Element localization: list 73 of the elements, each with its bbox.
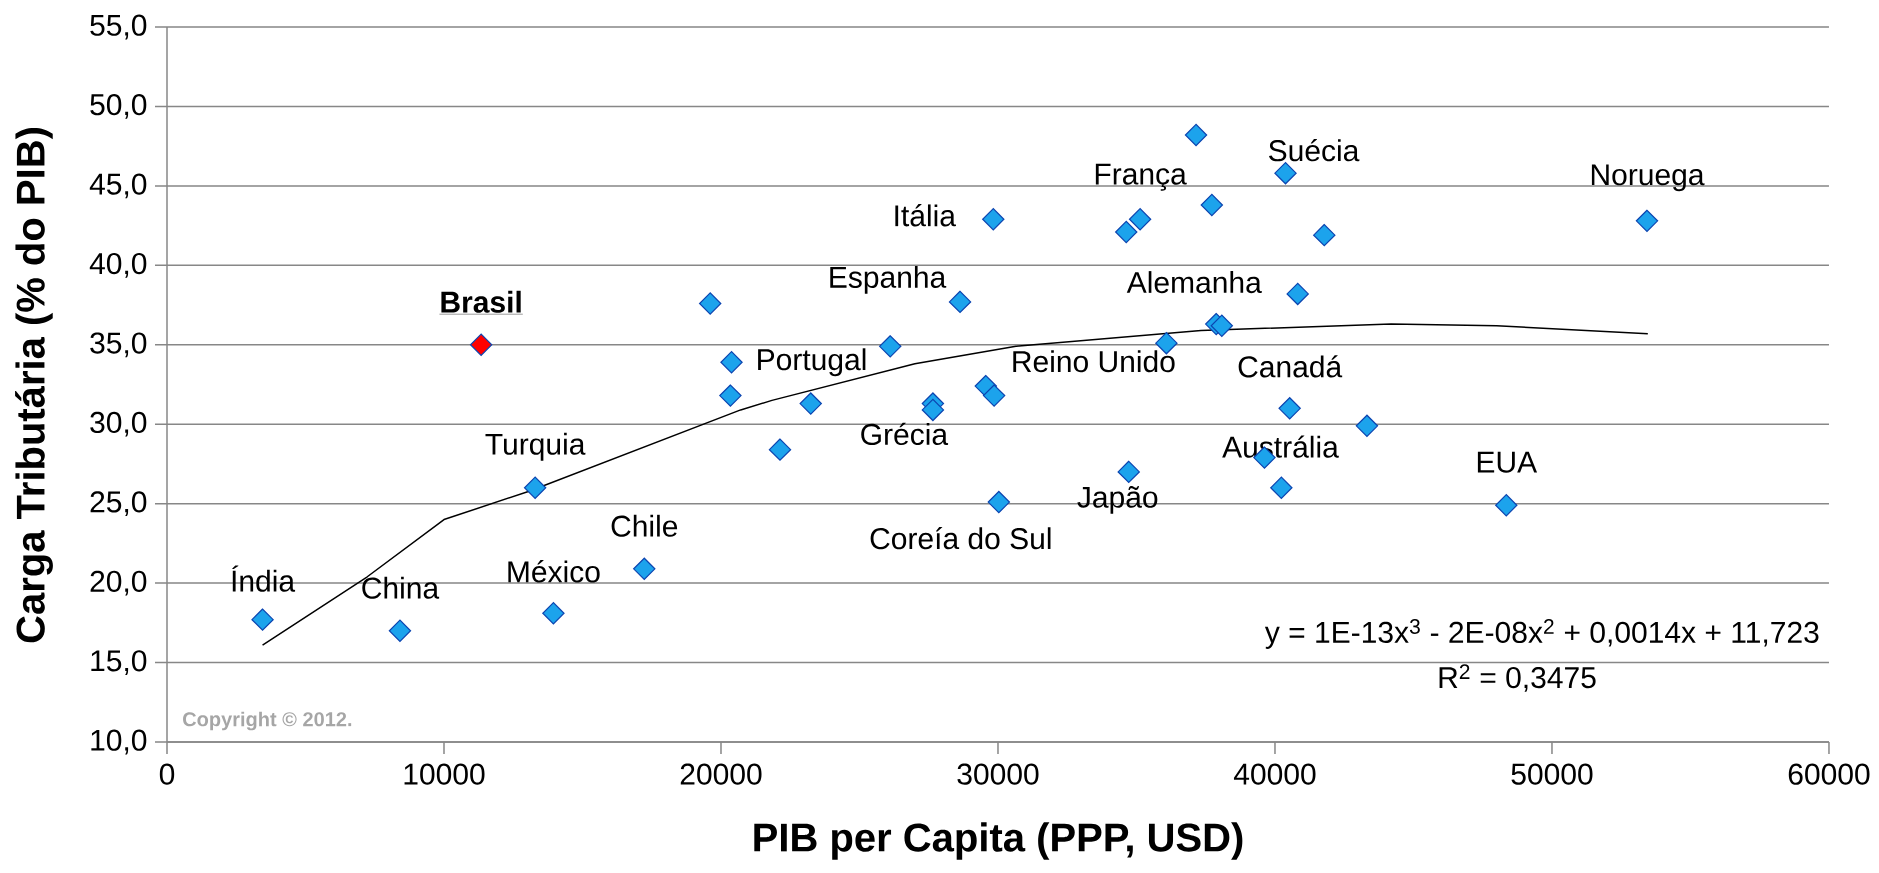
annotation: Japão [1077, 486, 1158, 514]
point [1117, 460, 1140, 484]
annotation: Chile [611, 514, 678, 537]
point [720, 351, 743, 374]
point [1278, 397, 1301, 420]
point [1274, 161, 1297, 185]
annotation: Coreía do Sul [870, 526, 1051, 550]
y-tick-label: 10,0 [91, 729, 147, 755]
annotation: Canadá [1238, 355, 1343, 378]
point [921, 398, 945, 422]
point [719, 384, 742, 407]
point [698, 292, 722, 315]
point [523, 476, 547, 499]
annotation: Reino Unido [1013, 350, 1175, 373]
x-tick-label: 50000 [1511, 763, 1593, 785]
point [1200, 193, 1224, 217]
y-tick-label: 45,0 [89, 173, 147, 199]
annotation: França [1095, 163, 1187, 191]
y-tick-label: 20,0 [90, 570, 147, 596]
point [1635, 209, 1659, 233]
y-tick-label: 30,0 [90, 411, 147, 437]
annotation: R$^{2}$ = 0,3475 [1439, 664, 1596, 692]
annotation: Alemanha [1126, 271, 1262, 294]
point [982, 208, 1005, 231]
annotation: México [508, 560, 600, 583]
point [1313, 223, 1336, 247]
annotation: EUA [1477, 451, 1538, 473]
point [1115, 220, 1138, 244]
y-tick-label: 40,0 [89, 252, 147, 278]
point [469, 333, 493, 356]
annotation: Grécia [861, 422, 949, 446]
point [251, 608, 274, 631]
annotation: Índia [232, 565, 296, 592]
x-tick-label: 30000 [957, 763, 1039, 785]
annotation: Copyright © 2012. [183, 711, 352, 731]
annotation: Turquia [485, 432, 586, 461]
point [1355, 414, 1379, 438]
annotation: Portugal [758, 348, 866, 377]
point [542, 602, 565, 625]
point [1184, 123, 1208, 147]
annotation: Itália [895, 204, 956, 227]
x-tick-label: 10000 [404, 763, 485, 785]
y-tick-label: 25,0 [90, 491, 147, 517]
y-tick-label: 35,0 [90, 332, 147, 358]
point [388, 619, 412, 642]
point [1270, 476, 1293, 499]
x-tick-label: 60000 [1788, 763, 1870, 785]
y-axis-title: Carga Tributária (% do PIB) [15, 128, 53, 643]
x-tick-label: 0 [159, 763, 175, 785]
point [1286, 282, 1309, 306]
annotation: Austrália [1222, 435, 1339, 458]
point [633, 557, 656, 581]
x-axis-title: PIB per Capita (PPP, USD) [754, 822, 1243, 860]
point [879, 335, 902, 358]
annotation: Suécia [1269, 138, 1360, 162]
x-tick-label: 20000 [680, 763, 762, 785]
y-tick-label: 15,0 [91, 650, 147, 675]
y-tick-label: 55,0 [90, 14, 147, 40]
point [987, 490, 1011, 514]
point [948, 290, 972, 314]
point [1210, 314, 1234, 337]
point [768, 438, 792, 461]
annotation: y = 1E-13x$^{3}$ - 2E-08x$^{2}$ + 0,0014x + 11,723 [1264, 619, 1819, 649]
y-tick-label: 50,0 [90, 94, 147, 119]
annotation: China [362, 576, 440, 599]
point [982, 384, 1006, 407]
point [799, 392, 822, 415]
point [1495, 494, 1518, 517]
series-label: Brasil [441, 290, 521, 313]
annotation: Noruega [1591, 164, 1705, 192]
point [1128, 208, 1152, 231]
x-tick-label: 40000 [1233, 763, 1316, 785]
annotation: Espanha [830, 265, 947, 294]
